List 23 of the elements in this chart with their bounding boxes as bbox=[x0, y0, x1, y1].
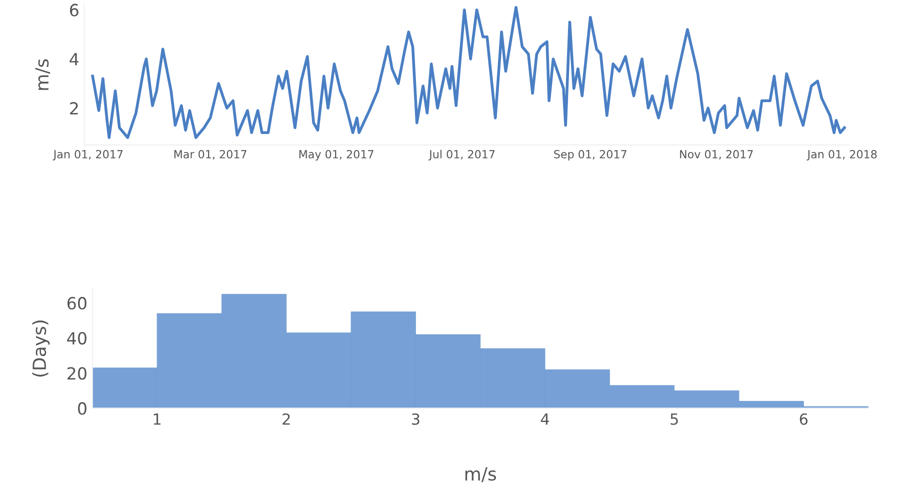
x-tick-label: Jan 01, 2018 bbox=[806, 150, 877, 160]
x-axis-title: m/s bbox=[465, 467, 496, 482]
y-tick-label: 2 bbox=[70, 102, 78, 114]
x-tick-label: 2 bbox=[282, 413, 290, 425]
y-tick-label: 20 bbox=[68, 367, 86, 380]
x-tick-label: 3 bbox=[412, 413, 420, 425]
y-tick-label: 6 bbox=[70, 4, 78, 16]
y-tick-label: 4 bbox=[70, 53, 79, 66]
x-tick-label: Nov 01, 2017 bbox=[680, 150, 753, 160]
x-tick-label: Mar 01, 2017 bbox=[174, 150, 246, 160]
y-axis-title: m/s bbox=[35, 59, 50, 90]
x-tick-label: May 01, 2017 bbox=[299, 150, 374, 161]
y-axis-title: (Days) bbox=[32, 320, 50, 377]
y-tick-label: 60 bbox=[67, 296, 86, 310]
x-tick-label: 6 bbox=[800, 413, 808, 425]
x-tick-label: 5 bbox=[670, 414, 678, 425]
x-tick-label: 4 bbox=[540, 414, 550, 425]
x-tick-label: Jan 01, 2017 bbox=[52, 150, 123, 160]
x-tick-label: Jul 01, 2017 bbox=[428, 150, 495, 160]
x-tick-label: Sep 01, 2017 bbox=[554, 150, 626, 161]
x-tick-label: 1 bbox=[154, 414, 160, 425]
y-tick-label: 0 bbox=[78, 402, 86, 415]
y-tick-label: 40 bbox=[67, 332, 86, 345]
